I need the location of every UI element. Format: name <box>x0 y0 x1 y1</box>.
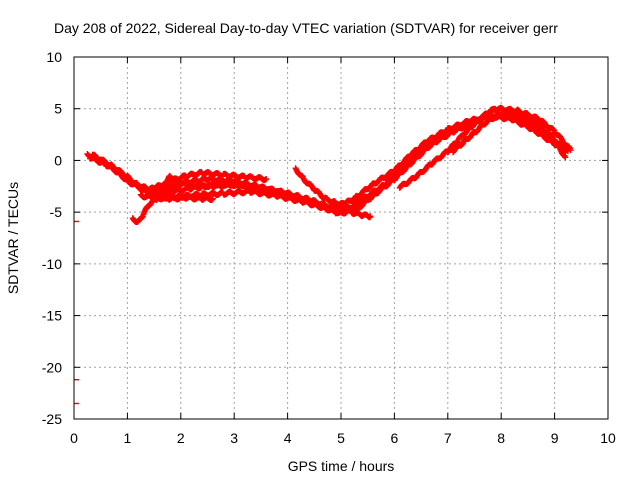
data-points <box>74 104 574 405</box>
